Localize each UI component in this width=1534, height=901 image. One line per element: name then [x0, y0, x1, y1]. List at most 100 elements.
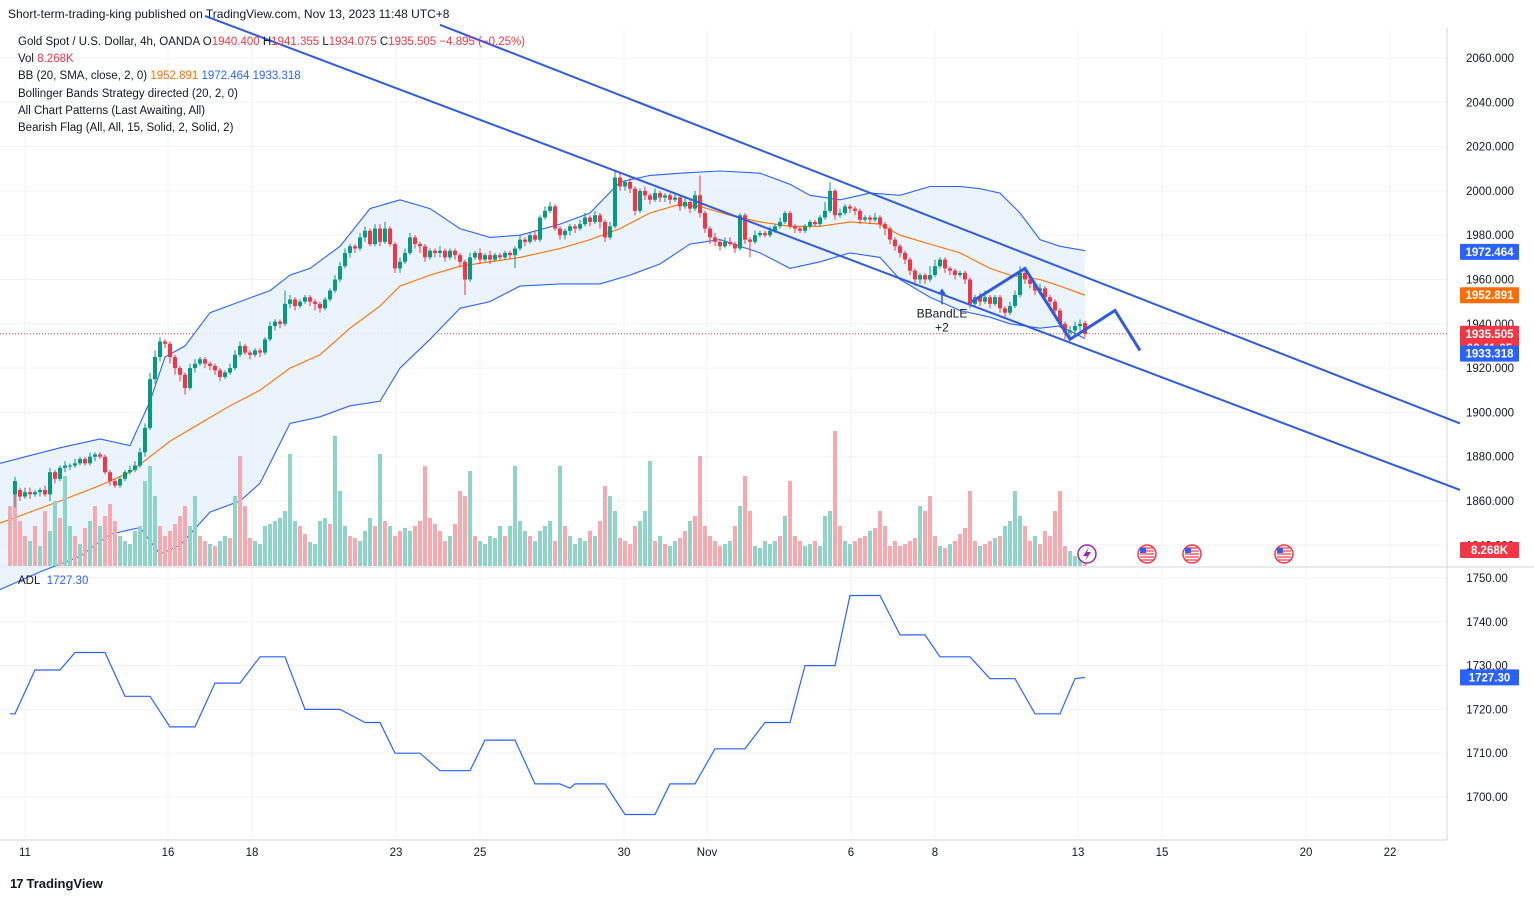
candle-body [658, 193, 662, 198]
candle-body [58, 467, 62, 479]
volume-bar [548, 521, 552, 566]
candlesticks [13, 170, 1087, 508]
volume-bar [73, 536, 77, 566]
volume-bar [113, 521, 117, 566]
candle-body [23, 492, 27, 497]
volume-bar [728, 541, 732, 566]
candle-body [463, 261, 467, 280]
candle-body [223, 372, 227, 377]
volume-bar [573, 544, 577, 566]
volume-bar [888, 546, 892, 566]
candle-body [1048, 297, 1052, 302]
volume-bar [148, 466, 152, 566]
volume-bar [238, 456, 242, 566]
price-tick-label: 2040.000 [1466, 97, 1514, 109]
volume-bar [978, 546, 982, 566]
volume-bar [983, 544, 987, 566]
candle-body [333, 279, 337, 291]
volume-bar [788, 481, 792, 566]
candle-body [888, 228, 892, 240]
us-flag-icon [1182, 544, 1202, 564]
volume-bar [668, 546, 672, 566]
volume-bar [378, 454, 382, 566]
volume-bar [513, 466, 517, 566]
candle-body [403, 252, 407, 262]
candle-body [938, 259, 942, 267]
candle-body [148, 379, 152, 428]
candle-body [473, 252, 477, 258]
close-label: C [379, 36, 389, 48]
candle-body [688, 201, 692, 209]
candle-body [273, 321, 277, 327]
candle-body [648, 195, 652, 200]
volume-bar [793, 536, 797, 566]
volume-bar [933, 536, 937, 566]
volume-bar [133, 531, 137, 566]
volume-bar [878, 511, 882, 566]
volume-bar [1068, 551, 1072, 566]
candle-body [13, 481, 17, 495]
volume-bar [63, 476, 67, 566]
volume-bar [408, 531, 412, 566]
candle-body [248, 352, 252, 355]
time-tick-label: 23 [390, 847, 403, 859]
price-tick-label: 1900.000 [1466, 407, 1514, 419]
candle-body [608, 226, 612, 238]
flag-legend-row: Bearish Flag (All, All, 15, Solid, 2, So… [18, 122, 234, 135]
candle-body [228, 368, 232, 373]
volume-bar [253, 541, 257, 566]
candle-body [838, 213, 842, 216]
volume-bar [438, 531, 442, 566]
candle-body [928, 275, 932, 280]
volume-bar [613, 511, 617, 566]
volume-bar [103, 516, 107, 566]
candle-body [378, 228, 382, 242]
candle-body [503, 252, 507, 258]
candle-body [1068, 330, 1072, 333]
candle-body [338, 266, 342, 280]
candle-body [823, 210, 827, 218]
candle-body [1018, 272, 1022, 296]
candle-body [853, 208, 857, 211]
volume-bar [543, 526, 547, 566]
price-tick-label: 1980.000 [1466, 230, 1514, 242]
volume-bar [1013, 491, 1017, 566]
volume-bar [583, 541, 587, 566]
candle-body [653, 193, 657, 200]
volume-bar [603, 486, 607, 566]
volume-bar [318, 521, 322, 566]
candle-body [208, 363, 212, 366]
candle-body [828, 190, 832, 211]
upper-band-tag-text: 1972.464 [1466, 247, 1515, 259]
candle-body [783, 213, 787, 222]
candle-body [153, 357, 157, 380]
volume-bar [678, 538, 682, 566]
candle-body [283, 303, 287, 324]
volume-bar [898, 546, 902, 566]
candle-body [493, 255, 497, 260]
published-caption: Short-term-trading-king published on Tra… [8, 7, 450, 21]
volume-bar [178, 516, 182, 566]
volume-bar [688, 521, 692, 566]
candle-body [913, 270, 917, 280]
volume-bar [93, 506, 97, 566]
tradingview-brand[interactable]: 17 TradingView [10, 876, 103, 891]
candle-body [388, 228, 392, 245]
candle-body [318, 303, 322, 309]
candle-body [963, 272, 967, 280]
candle-body [558, 228, 562, 236]
candle-body [883, 224, 887, 229]
candle-body [353, 246, 357, 249]
volume-bar [958, 534, 962, 566]
volume-bar [503, 536, 507, 566]
candle-body [748, 239, 752, 242]
time-tick-label: 25 [474, 847, 487, 859]
candle-body [428, 250, 432, 258]
candle-body [53, 472, 57, 479]
candle-body [243, 345, 247, 353]
volume-bar [593, 536, 597, 566]
volume-bar [388, 526, 392, 566]
candle-body [293, 299, 297, 307]
price-axis: 2060.000 2040.000 2020.000 2000.000 1980.000… [1466, 53, 1514, 804]
